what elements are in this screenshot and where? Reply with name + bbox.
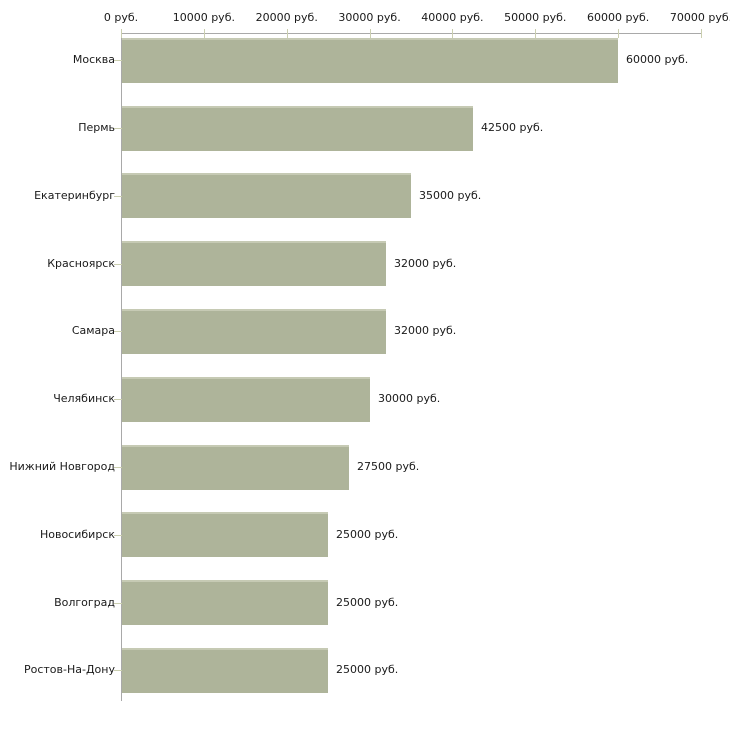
- value-label: 25000 руб.: [336, 527, 399, 541]
- category-label: Ростов-На-Дону: [23, 663, 115, 677]
- x-tick-mark: [369, 29, 371, 38]
- category-label: Самара: [71, 324, 115, 338]
- category-label: Красноярск: [47, 256, 115, 270]
- y-axis-line: [121, 33, 122, 701]
- value-label: 35000 руб.: [419, 188, 482, 202]
- bar: [122, 580, 328, 626]
- y-tick-mark: [114, 399, 122, 401]
- bar: [122, 444, 349, 490]
- x-tick-mark: [121, 29, 122, 38]
- category-label: Нижний Новгород: [9, 460, 115, 473]
- y-tick-mark: [114, 534, 122, 536]
- category-label: Челябинск: [53, 392, 115, 406]
- x-tick-label: 20000 руб.: [255, 11, 318, 24]
- category-label: Екатеринбург: [34, 188, 115, 202]
- category-label: Пермь: [78, 121, 115, 134]
- y-tick-mark: [114, 331, 122, 333]
- y-tick-mark: [114, 602, 122, 604]
- y-tick-mark: [114, 263, 122, 265]
- bar: [122, 173, 411, 219]
- category-label: Новосибирск: [39, 527, 115, 541]
- value-label: 32000 руб.: [394, 324, 457, 338]
- value-label: 27500 руб.: [357, 460, 420, 473]
- y-tick-mark: [114, 128, 122, 129]
- bar: [122, 37, 618, 83]
- bar: [122, 376, 370, 422]
- category-label: Москва: [72, 53, 115, 67]
- y-tick-mark: [114, 195, 122, 197]
- value-label: 32000 руб.: [394, 256, 457, 270]
- x-tick-label: 30000 руб.: [338, 11, 401, 24]
- bar: [122, 308, 386, 354]
- x-tick-label: 70000 руб.: [669, 11, 730, 24]
- x-tick-mark: [535, 29, 537, 38]
- x-tick-label: 0 руб.: [103, 11, 139, 24]
- x-tick-label: 50000 руб.: [504, 11, 567, 24]
- value-label: 25000 руб.: [336, 595, 399, 609]
- x-tick-mark: [701, 29, 702, 38]
- value-label: 42500 руб.: [481, 121, 544, 134]
- y-tick-mark: [114, 60, 122, 62]
- x-tick-label: 40000 руб.: [421, 11, 484, 24]
- x-tick-mark: [286, 29, 288, 38]
- bar: [122, 105, 473, 151]
- value-label: 30000 руб.: [378, 392, 441, 406]
- value-label: 25000 руб.: [336, 663, 399, 677]
- bar: [122, 647, 328, 693]
- x-axis-line: [121, 33, 702, 34]
- y-tick-mark: [114, 467, 122, 468]
- x-tick-mark: [452, 29, 454, 38]
- value-label: 60000 руб.: [626, 53, 689, 67]
- x-tick-label: 60000 руб.: [587, 11, 650, 24]
- bar: [122, 241, 386, 287]
- y-tick-mark: [114, 670, 122, 672]
- x-tick-label: 10000 руб.: [172, 11, 235, 24]
- bar: [122, 512, 328, 558]
- x-tick-mark: [203, 29, 205, 38]
- x-tick-mark: [618, 29, 620, 38]
- category-label: Волгоград: [54, 595, 115, 609]
